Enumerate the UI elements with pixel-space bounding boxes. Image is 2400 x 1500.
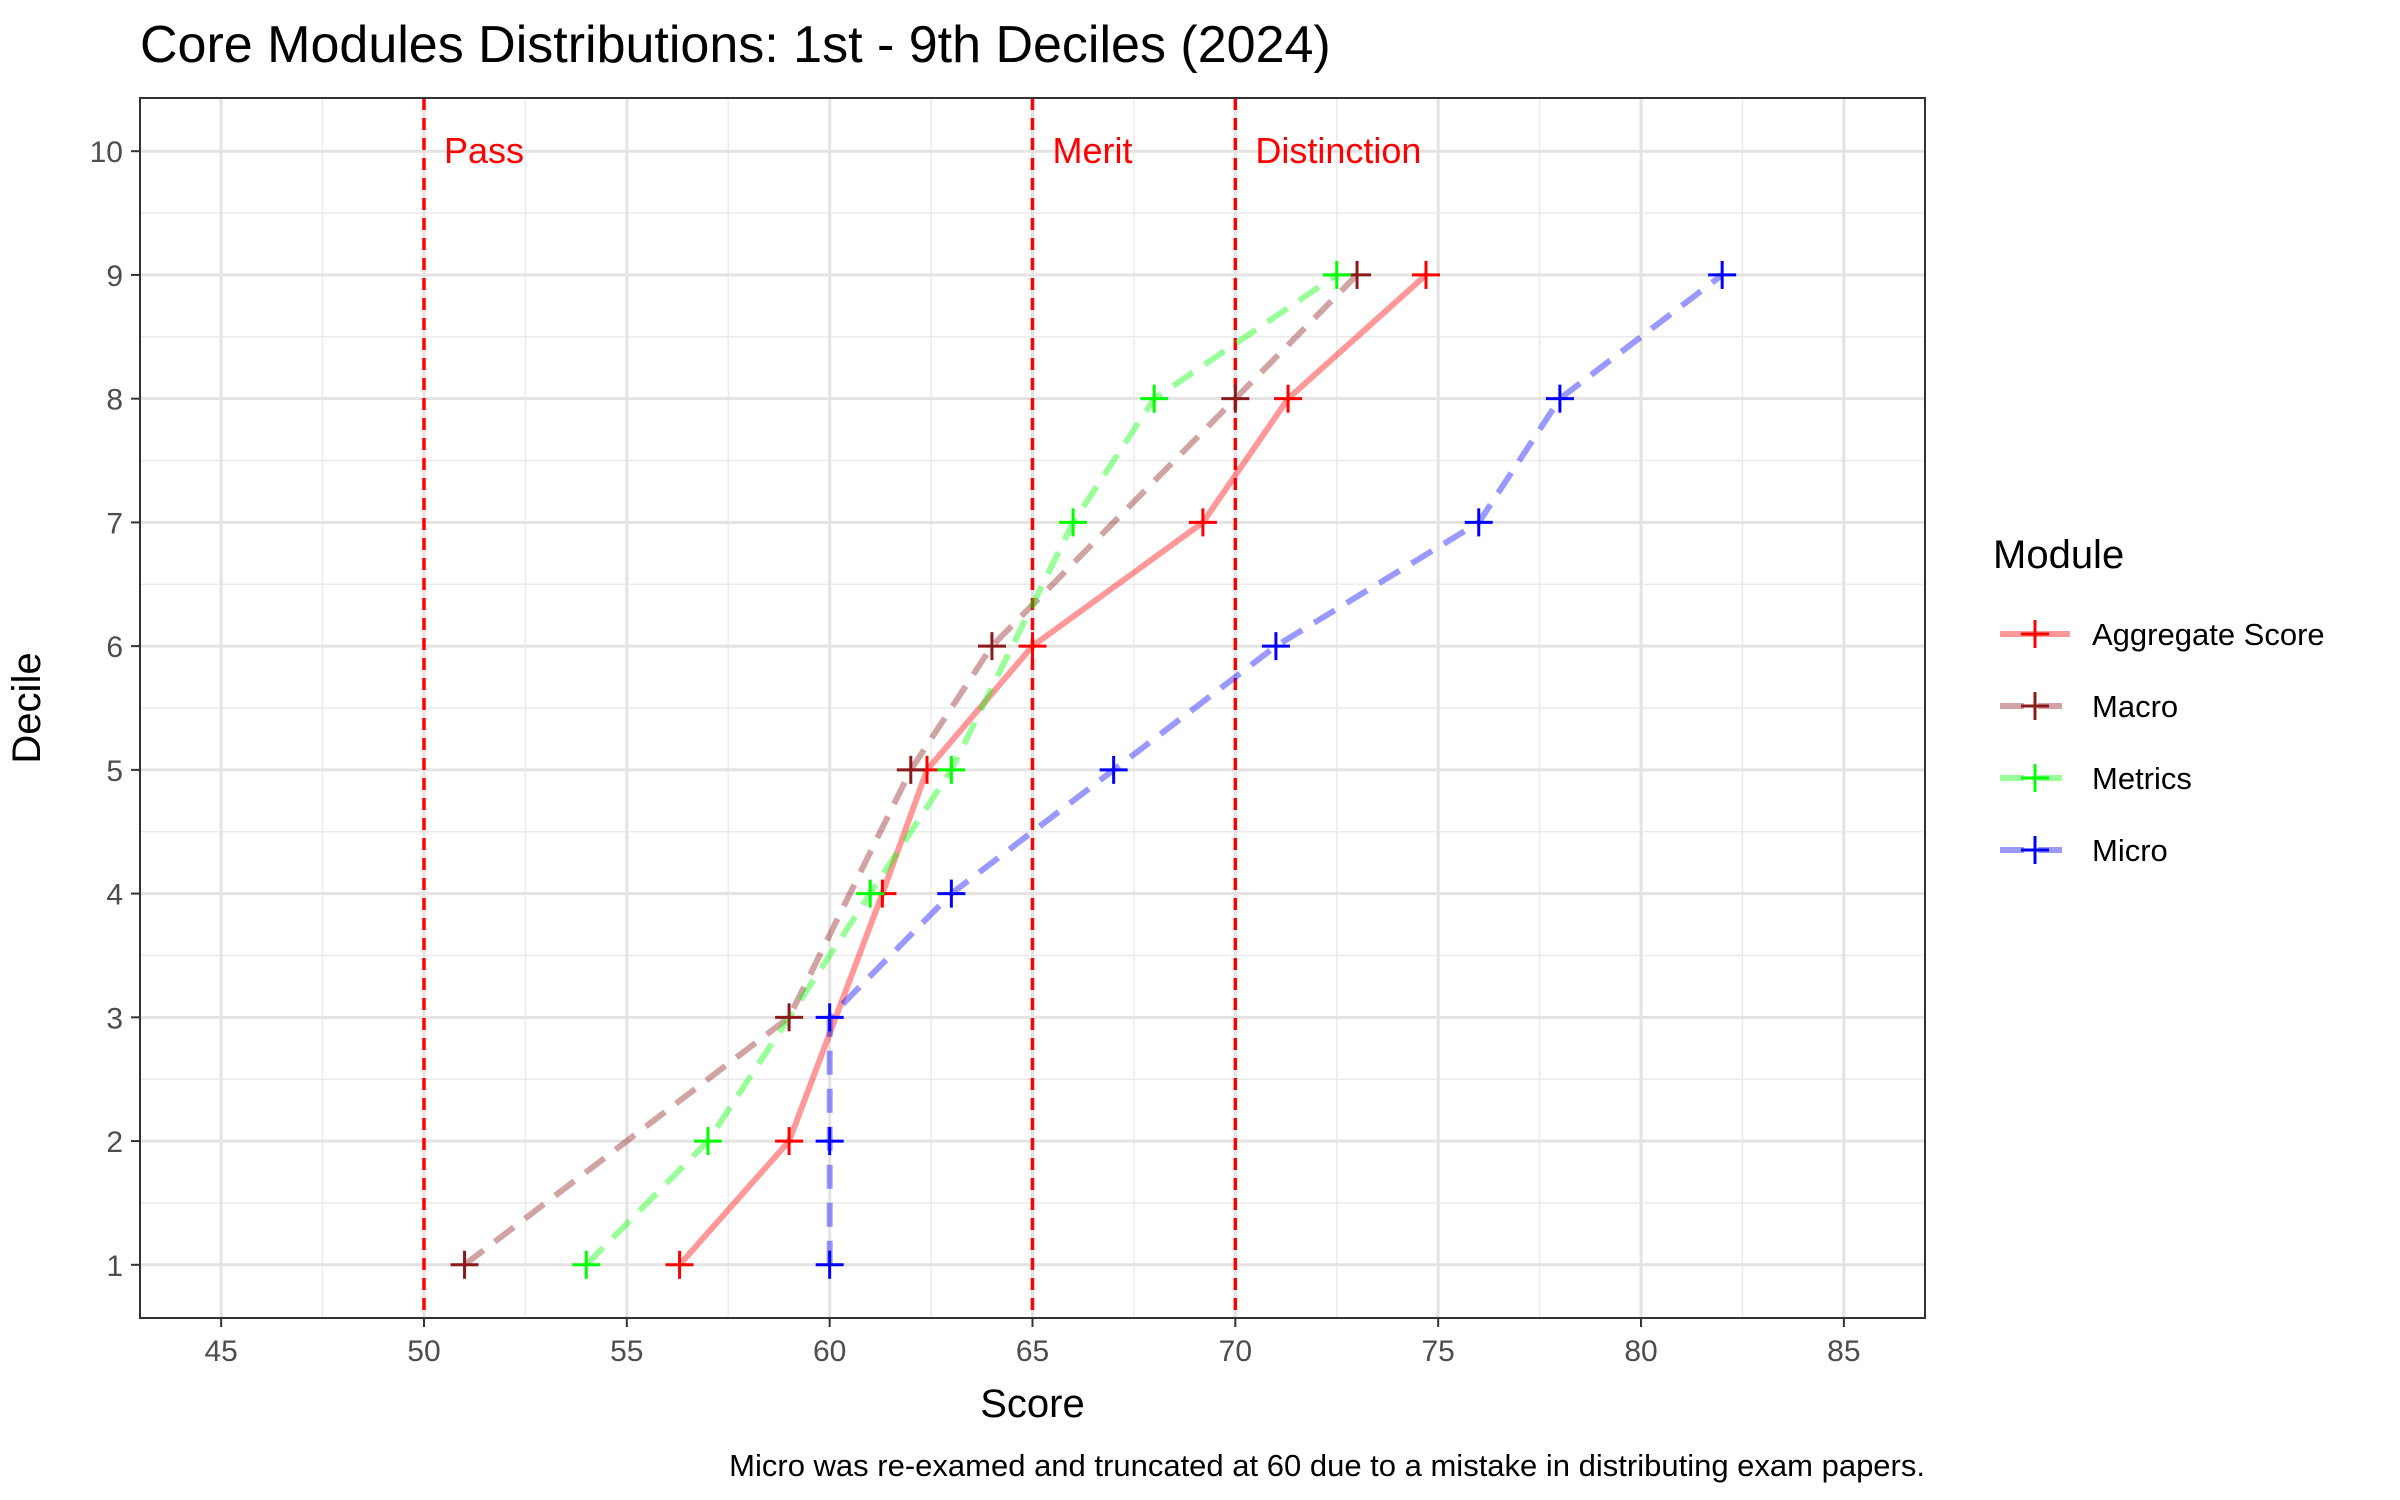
- x-tick-label: 50: [407, 1335, 440, 1368]
- y-tick-label: 4: [106, 879, 123, 912]
- point-metrics: [1322, 260, 1351, 289]
- point-micro: [1099, 755, 1128, 784]
- x-tick-label: 75: [1421, 1335, 1454, 1368]
- y-tick-label: 6: [106, 631, 123, 664]
- point-micro: [815, 1127, 844, 1156]
- point-macro: [450, 1250, 479, 1279]
- point-micro: [1261, 632, 1290, 661]
- point-aggregate-score: [1188, 508, 1217, 537]
- legend-label: Aggregate Score: [2092, 617, 2325, 652]
- legend-key-marker: [2021, 836, 2049, 864]
- y-tick-label: 2: [106, 1126, 123, 1159]
- series-line-aggregate-score: [677, 272, 1429, 1267]
- x-tick-label: 80: [1624, 1335, 1657, 1368]
- point-macro: [1221, 384, 1250, 413]
- y-tick-label: 10: [90, 136, 123, 169]
- x-tick-label: 85: [1827, 1335, 1860, 1368]
- point-aggregate-score: [1274, 384, 1303, 413]
- y-tick-label: 5: [106, 755, 123, 788]
- y-axis-title: Decile: [5, 652, 49, 763]
- point-aggregate-score: [1018, 632, 1047, 661]
- x-tick-label: 65: [1016, 1335, 1049, 1368]
- x-axis-title: Score: [980, 1382, 1085, 1426]
- y-tick-label: 1: [106, 1250, 123, 1283]
- x-tick-label: 45: [204, 1335, 237, 1368]
- legend-item-metrics: Metrics: [2000, 761, 2192, 796]
- point-metrics: [937, 755, 966, 784]
- point-micro: [1545, 384, 1574, 413]
- legend-label: Micro: [2092, 833, 2168, 868]
- legend-label: Metrics: [2092, 761, 2192, 796]
- point-micro: [815, 1250, 844, 1279]
- reference-label-merit: Merit: [1053, 130, 1133, 171]
- legend-title: Module: [1993, 533, 2124, 577]
- plot-border: [139, 97, 1926, 1319]
- legend-label: Macro: [2092, 689, 2178, 724]
- point-metrics: [693, 1127, 722, 1156]
- y-tick-label: 3: [106, 1002, 123, 1035]
- point-micro: [1464, 508, 1493, 537]
- x-tick-label: 55: [610, 1335, 643, 1368]
- legend-key-marker: [2021, 764, 2049, 792]
- point-macro: [775, 1003, 804, 1032]
- reference-label-pass: Pass: [444, 130, 524, 171]
- chart-caption: Micro was re-examed and truncated at 60 …: [729, 1448, 1925, 1483]
- point-micro: [1708, 260, 1737, 289]
- legend-key-marker: [2021, 692, 2049, 720]
- x-tick-label: 60: [813, 1335, 846, 1368]
- reference-label-distinction: Distinction: [1255, 130, 1421, 171]
- x-tick-label: 70: [1219, 1335, 1252, 1368]
- point-metrics: [1140, 384, 1169, 413]
- point-aggregate-score: [665, 1250, 694, 1279]
- chart-title: Core Modules Distributions: 1st - 9th De…: [140, 16, 1331, 74]
- point-aggregate-score: [775, 1127, 804, 1156]
- point-macro: [896, 755, 925, 784]
- legend-item-macro: Macro: [2000, 689, 2178, 724]
- legend-item-micro: Micro: [2000, 833, 2168, 868]
- y-tick-label: 8: [106, 384, 123, 417]
- point-micro: [815, 1003, 844, 1032]
- point-metrics: [856, 879, 885, 908]
- legend-key-marker: [2021, 620, 2049, 648]
- legend-item-aggregate-score: Aggregate Score: [2000, 617, 2325, 652]
- y-tick-label: 7: [106, 507, 123, 540]
- legend: Module Aggregate Score Macro Metrics Micro: [1993, 533, 2325, 868]
- point-metrics: [1059, 508, 1088, 537]
- point-aggregate-score: [1412, 260, 1441, 289]
- y-tick-label: 9: [106, 260, 123, 293]
- point-micro: [937, 879, 966, 908]
- point-macro: [977, 632, 1006, 661]
- point-metrics: [572, 1250, 601, 1279]
